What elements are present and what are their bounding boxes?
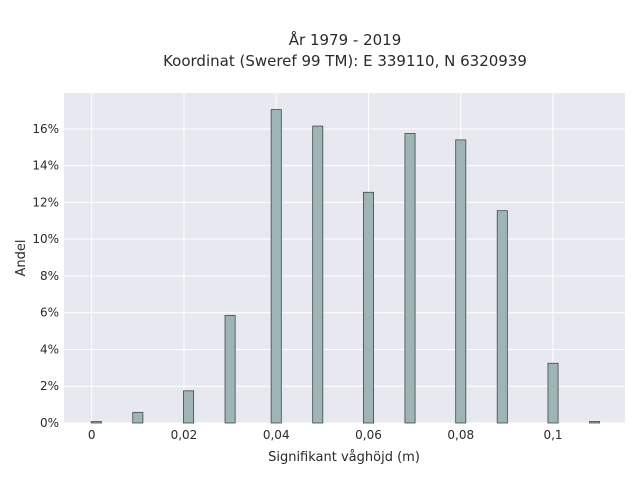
x-tick-label: 0,06 <box>355 428 382 442</box>
x-tick-label: 0,04 <box>263 428 290 442</box>
y-tick-label: 10% <box>32 232 59 246</box>
histogram-bar <box>132 411 144 424</box>
y-axis-label: Andel <box>14 240 29 277</box>
chart-title-line2: Koordinat (Sweref 99 TM): E 339110, N 63… <box>163 52 527 70</box>
y-tick-label: 14% <box>32 159 59 173</box>
x-tick-label: 0,08 <box>447 428 474 442</box>
histogram-bar <box>496 210 508 424</box>
y-tick-label: 8% <box>40 269 59 283</box>
y-tick-label: 4% <box>40 342 59 356</box>
y-tick-label: 16% <box>32 122 59 136</box>
histogram-bar <box>90 421 102 424</box>
y-tick-label: 6% <box>40 306 59 320</box>
chart-title-line1: År 1979 - 2019 <box>289 30 402 49</box>
histogram-bar <box>312 125 324 424</box>
histogram-bar <box>547 362 559 424</box>
histogram-bar <box>224 315 236 424</box>
histogram-bar <box>363 191 374 424</box>
plot-background <box>64 93 625 423</box>
x-tick-label: 0,1 <box>543 428 562 442</box>
histogram-bar <box>270 109 282 424</box>
x-tick-label: 0 <box>88 428 96 442</box>
grid-lines <box>64 93 625 424</box>
bars <box>90 109 601 424</box>
histogram-bar <box>404 133 416 424</box>
y-tick-label: 12% <box>32 195 59 209</box>
y-tick-label: 0% <box>40 416 59 430</box>
histogram-bar <box>455 139 467 424</box>
histogram-bar <box>183 390 195 424</box>
x-tick-label: 0,02 <box>171 428 198 442</box>
y-tick-label: 2% <box>40 379 59 393</box>
y-axis-ticks: 0% 2% 4% 6% 8% 10% 12% 14% 16% <box>32 122 59 430</box>
x-axis-label: Signifikant våghöjd (m) <box>268 450 420 465</box>
x-axis-ticks: 0 0,02 0,04 0,06 0,08 0,1 <box>88 428 563 442</box>
histogram-bar <box>589 421 601 424</box>
